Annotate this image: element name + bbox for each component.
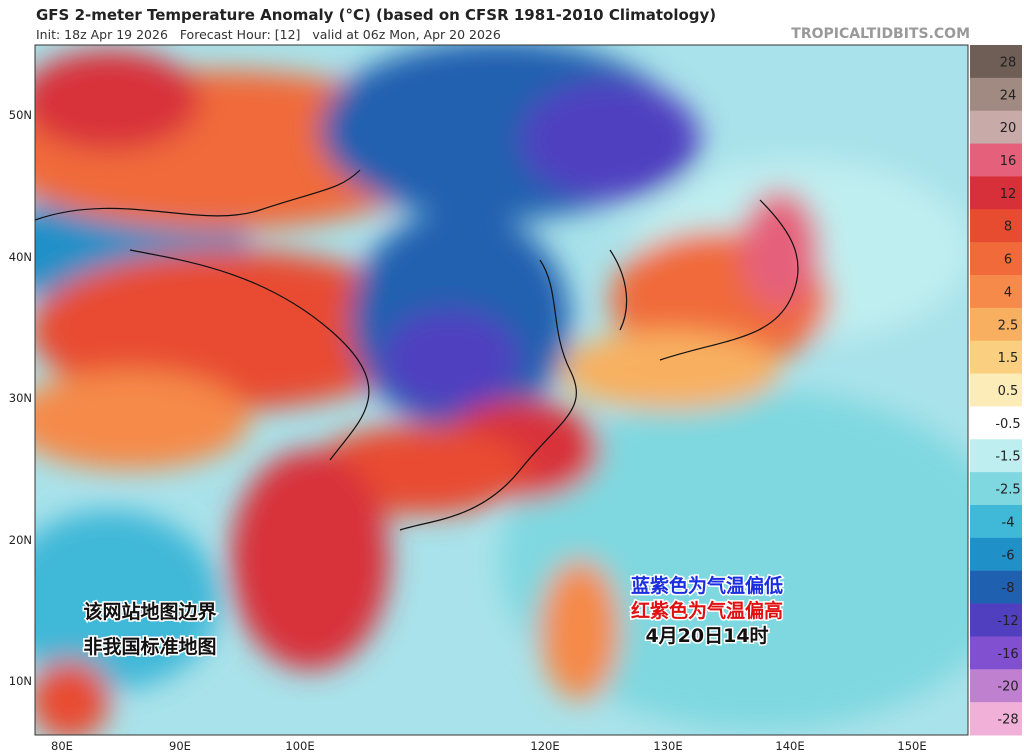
colorbar-label: -28 [997,713,1018,728]
legend-note: 蓝紫色为气温偏低 红紫色为气温偏高 4月20日14时 [629,573,784,649]
colorbar-label: 0.5 [998,384,1019,399]
colorbar-label: 8 [1004,220,1012,235]
colorbar-swatch [970,406,1022,440]
longitude-label: 130E [653,739,682,753]
colorbar-label: -8 [1002,581,1015,596]
colorbar-label: 28 [1000,55,1017,70]
disclaimer-line: 非我国标准地图 [83,635,216,658]
title: GFS 2-meter Temperature Anomaly (°C) (ba… [36,6,716,24]
colorbar-swatch [970,636,1022,670]
latitude-label: 40N [9,250,32,264]
longitude-label: 150E [897,739,926,753]
longitude-label: 80E [51,739,73,753]
colorbar-swatch [970,669,1022,703]
colorbar-label: 6 [1004,253,1012,268]
note-line: 4月20日14时 [645,625,768,647]
colorbar-label: -0.5 [995,417,1020,432]
colorbar-swatch [970,472,1022,506]
colorbar-swatch [970,275,1022,309]
colorbar-label: -6 [1002,548,1015,563]
colorbar-label: 12 [1000,187,1017,202]
colorbar-label: -2.5 [995,483,1020,498]
colorbar-label: -4 [1002,515,1015,530]
colorbar-label: 4 [1004,285,1012,300]
latitude-label: 30N [9,391,32,405]
colorbar-swatch [970,505,1022,539]
colorbar-swatch [970,242,1022,276]
colorbar-swatch [970,570,1022,605]
map-frame [34,44,969,736]
note-line: 红紫色为气温偏高 [631,599,783,622]
latitude-label: 20N [9,533,32,547]
colorbar-label: -12 [997,614,1018,629]
colorbar: 28 24 20 16 12 8 6 4 2.5 1.5 0.5 -0.5 -1.5 -2.5 -4 -6 -8… [970,45,1022,736]
colorbar-swatch [970,209,1022,243]
colorbar-label: -16 [997,647,1018,662]
colorbar-label: 1.5 [998,351,1019,366]
colorbar-swatch [970,537,1022,572]
colorbar-swatch [970,702,1022,736]
colorbar-swatch [970,143,1022,177]
colorbar-swatch [970,603,1022,637]
latitude-labels: 50N 40N 30N 20N 10N [9,108,32,688]
colorbar-label: -20 [997,680,1018,695]
colorbar-label: 2.5 [998,318,1019,333]
colorbar-swatch [970,439,1022,473]
colorbar-swatch [970,176,1022,210]
colorbar-swatch [970,340,1022,375]
subtitle: Init: 18z Apr 19 2026 Forecast Hour: [12… [36,27,501,42]
colorbar-swatch [970,77,1022,112]
colorbar-label: 16 [1000,154,1017,169]
latitude-label: 10N [9,674,32,688]
colorbar-swatch [970,110,1022,145]
longitude-label: 120E [530,739,559,753]
colorbar-swatch [970,307,1022,342]
longitude-labels: 80E 90E 100E 120E 130E 140E 150E [51,739,927,753]
disclaimer: 该网站地图边界 非我国标准地图 [82,599,218,660]
longitude-label: 140E [775,739,804,753]
disclaimer-line: 该网站地图边界 [83,600,216,623]
map [35,45,968,735]
colorbar-swatch [970,45,1022,79]
longitude-label: 100E [285,739,314,753]
latitude-label: 50N [9,108,32,122]
colorbar-label: 20 [1000,121,1017,136]
longitude-label: 90E [169,739,191,753]
note-line: 蓝紫色为气温偏低 [631,574,783,597]
colorbar-swatch [970,373,1022,407]
site-credit: TROPICALTIDBITS.COM [791,26,970,42]
colorbar-label: -1.5 [995,450,1020,465]
colorbar-label: 24 [1000,88,1017,103]
